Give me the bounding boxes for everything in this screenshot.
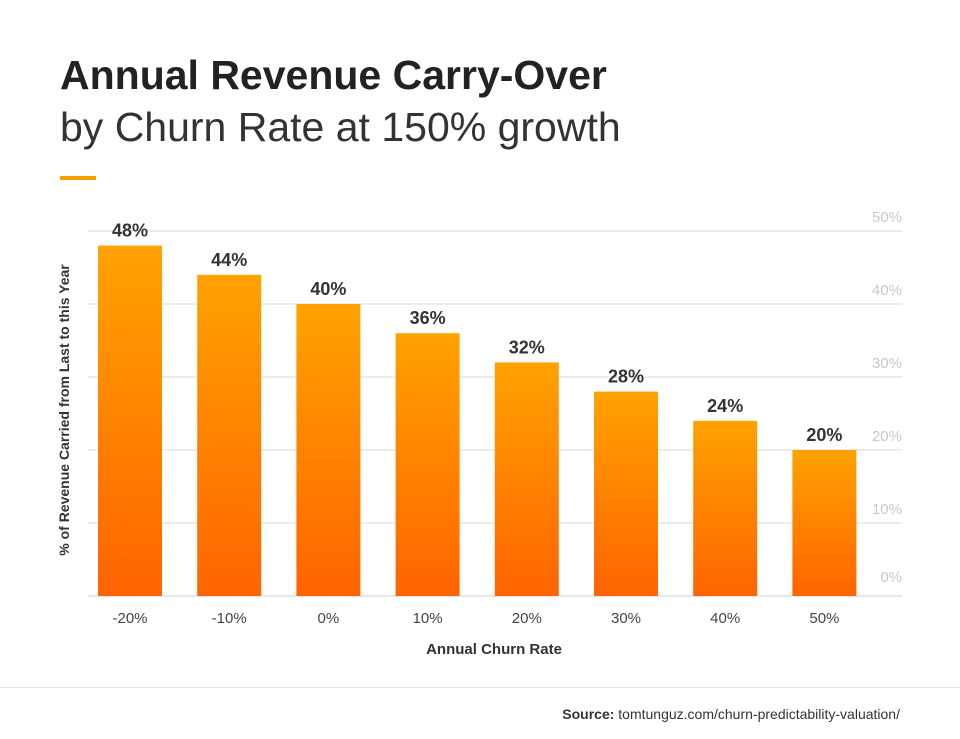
bars [98,245,857,596]
bar-10% [395,333,460,596]
bar--10% [197,274,262,596]
data-label: 48% [112,221,148,241]
data-label: 36% [410,308,446,328]
source-text: tomtunguz.com/churn-predictability-valua… [618,706,900,722]
y-tick-label: 0% [880,569,902,586]
y-tick-label: 20% [872,428,902,445]
x-tick-label: 20% [512,610,542,627]
x-tick-label: 0% [318,610,340,627]
bar-40% [693,420,758,596]
y-axis-ticks: 0% 10% 20% 30% 40% 50% [872,209,902,586]
x-tick-label: -10% [212,610,247,627]
bar-0% [296,304,361,596]
y-tick-label: 50% [872,209,902,226]
x-tick-label: 30% [611,610,641,627]
title-accent-bar [60,176,96,180]
x-axis-ticks: -20% -10% 0% 10% 20% 30% 40% 50% [112,610,839,627]
data-labels: 48% 44% 40% 36% 32% 28% 24% 20% [112,221,842,445]
source-note: Source: tomtunguz.com/churn-predictabili… [562,706,900,722]
y-tick-label: 30% [872,355,902,372]
chart-title: Annual Revenue Carry-Over [60,52,607,98]
bar-20% [494,362,559,596]
y-axis-title: % of Revenue Carried from Last to this Y… [56,264,72,556]
bar-50% [792,450,857,596]
data-label: 44% [211,250,247,270]
data-label: 24% [707,396,743,416]
bar-chart: 0% 10% 20% 30% 40% 50% 48% 44% 40% 36% 32% 28% 24% 2… [56,209,902,658]
x-tick-label: 50% [809,610,839,627]
x-tick-label: 40% [710,610,740,627]
bar--20% [98,245,162,596]
x-tick-label: -20% [112,610,147,627]
data-label: 20% [806,425,842,445]
source-label: Source: [562,706,615,722]
x-axis-title: Annual Churn Rate [426,641,562,658]
bar-30% [594,391,658,596]
y-tick-label: 10% [872,501,902,518]
chart-subtitle: by Churn Rate at 150% growth [60,104,621,150]
data-label: 32% [509,337,545,357]
x-tick-label: 10% [413,610,443,627]
data-label: 28% [608,367,644,387]
y-tick-label: 40% [872,282,902,299]
footer-divider [0,687,960,688]
data-label: 40% [310,279,346,299]
